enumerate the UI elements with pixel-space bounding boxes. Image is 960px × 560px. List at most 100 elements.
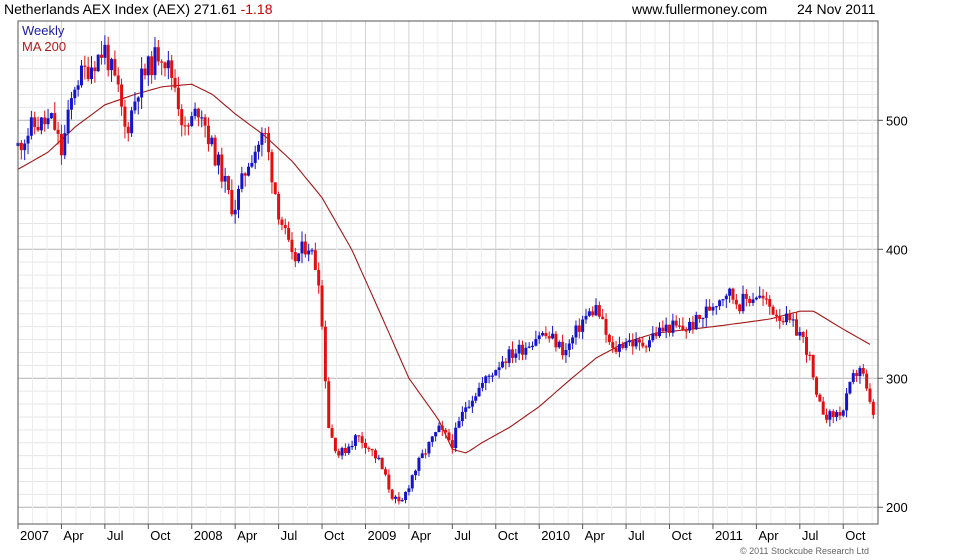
- bar-body: [607, 334, 611, 343]
- weekly-bar-down: [644, 344, 648, 353]
- bar-body: [584, 315, 588, 320]
- bar-body: [230, 189, 234, 215]
- bar-body: [83, 65, 87, 67]
- bar-body: [320, 285, 324, 327]
- weekly-bar-down: [150, 51, 154, 84]
- weekly-bar-up: [567, 339, 571, 358]
- weekly-bar-down: [186, 122, 190, 136]
- bar-body: [691, 321, 695, 330]
- bar-body: [363, 442, 367, 448]
- bar-body: [547, 336, 551, 339]
- weekly-bar-up: [69, 91, 73, 120]
- bar-body: [684, 330, 688, 332]
- weekly-bar-down: [390, 488, 394, 501]
- bar-body: [631, 340, 635, 347]
- weekly-bar-up: [497, 361, 501, 378]
- bar-body: [210, 137, 214, 145]
- weekly-bar-up: [46, 108, 50, 129]
- weekly-bar-down: [380, 457, 384, 470]
- bar-body: [734, 299, 738, 305]
- bar-body: [674, 320, 678, 326]
- weekly-bar-down: [116, 67, 120, 92]
- weekly-bar-down: [327, 377, 331, 429]
- x-tick-label: Jul: [281, 528, 298, 543]
- weekly-bar-down: [143, 63, 147, 80]
- bar-body: [140, 68, 144, 98]
- weekly-bar-down: [173, 69, 177, 93]
- weekly-bar-up: [647, 336, 651, 352]
- bar-body: [698, 314, 702, 319]
- bar-body: [594, 305, 598, 316]
- x-axis: 2007 Apr Jul Oct 2008 Apr Jul Oct 2009 Apr Jul Oct 2…: [17, 524, 866, 543]
- weekly-bar-down: [283, 218, 287, 235]
- bar-body: [835, 412, 839, 418]
- weekly-bar-down: [113, 50, 117, 77]
- bar-body: [110, 59, 114, 71]
- weekly-bar-down: [831, 409, 835, 424]
- bar-body: [384, 469, 388, 475]
- weekly-bar-down: [561, 334, 565, 360]
- bar-body: [778, 316, 782, 321]
- weekly-bar-down: [731, 287, 735, 305]
- bar-body: [788, 313, 792, 321]
- weekly-bar-down: [93, 61, 97, 83]
- bar-body: [657, 327, 661, 337]
- bar-body: [758, 295, 762, 298]
- bar-body: [120, 84, 124, 107]
- y-tick-label: 300: [886, 371, 908, 386]
- bar-body: [143, 68, 147, 76]
- weekly-bar-up: [574, 320, 578, 345]
- bar-body: [534, 339, 538, 346]
- weekly-bar-down: [631, 333, 635, 355]
- ma-200-series: [17, 83, 871, 454]
- weekly-bar-down: [678, 318, 682, 329]
- x-tick-label: 2011: [715, 528, 743, 543]
- bar-body: [561, 341, 565, 356]
- weekly-bar-down: [668, 324, 672, 337]
- bar-body: [711, 306, 715, 311]
- weekly-bar-up: [664, 317, 668, 339]
- bar-body: [193, 108, 197, 117]
- weekly-bar-up: [474, 392, 478, 404]
- weekly-bar-up: [627, 333, 631, 346]
- bar-body: [176, 87, 180, 110]
- bar-body: [86, 66, 90, 80]
- bar-body: [591, 311, 595, 316]
- bar-body: [654, 333, 658, 337]
- weekly-bar-down: [544, 326, 548, 339]
- bar-body: [825, 414, 829, 420]
- bar-body: [661, 327, 665, 332]
- weekly-bar-up: [340, 446, 344, 460]
- weekly-bar-up: [484, 375, 488, 391]
- legend-ma-200: MA 200: [22, 39, 66, 54]
- weekly-bar-up: [728, 287, 732, 303]
- bar-body: [370, 448, 374, 451]
- bar-body: [29, 117, 33, 136]
- weekly-bar-down: [203, 114, 207, 138]
- x-tick-label: 2009: [367, 528, 396, 543]
- bar-body: [163, 62, 167, 69]
- weekly-bar-down: [397, 492, 401, 505]
- bar-body: [811, 354, 815, 378]
- weekly-bar-down: [290, 232, 294, 260]
- bar-body: [678, 325, 682, 327]
- weekly-bar-down: [206, 117, 210, 152]
- weekly-bar-up: [754, 296, 758, 301]
- weekly-bar-down: [330, 424, 334, 438]
- bar-body: [90, 67, 94, 80]
- weekly-bar-down: [771, 304, 775, 316]
- bar-body: [477, 387, 481, 397]
- weekly-bar-up: [531, 341, 535, 350]
- bar-body: [170, 60, 174, 78]
- weekly-bar-down: [424, 448, 428, 459]
- weekly-bar-up: [310, 248, 314, 255]
- bar-body: [253, 151, 257, 163]
- bar-body: [500, 361, 504, 368]
- weekly-bar-up: [564, 343, 568, 363]
- bar-body: [531, 345, 535, 347]
- weekly-bar-up: [534, 330, 538, 347]
- bar-body: [63, 133, 67, 156]
- weekly-bar-up: [724, 293, 728, 309]
- weekly-bar-down: [263, 128, 267, 144]
- weekly-bar-down: [815, 376, 819, 398]
